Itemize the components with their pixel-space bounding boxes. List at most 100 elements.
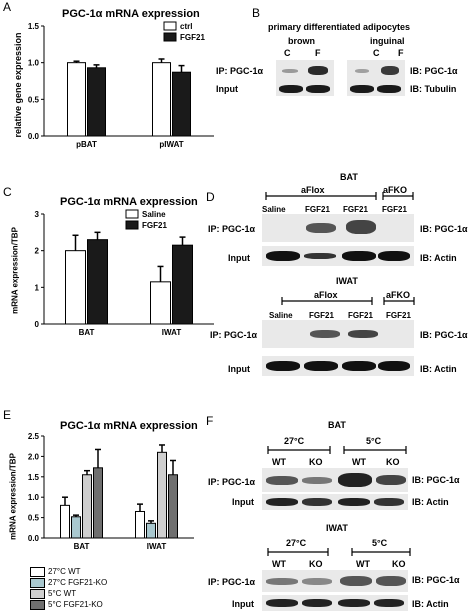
bar [168, 474, 178, 539]
panel-d-bat-aflox: aFlox [301, 185, 325, 195]
panel-f-iwat-5: 5°C [372, 538, 388, 548]
x-tick-label: IWAT [162, 328, 182, 337]
bar [172, 71, 191, 137]
bar [146, 522, 156, 539]
panel-b-input-label: Input [216, 84, 238, 94]
panel-d-iwat-lane-4: FGF21 [386, 311, 411, 320]
panel-b-blot-inguinal-ip [347, 60, 405, 82]
panel-d-iwat-afko: aFKO [386, 290, 411, 300]
bar [150, 281, 171, 325]
y-tick-label: 1.5 [28, 473, 40, 482]
panel-d-bat-input: Input [228, 253, 250, 263]
panel-b-blot-brown-input [276, 82, 334, 96]
panel-b-blot-inguinal-input [347, 82, 405, 96]
y-tick-label: 1.0 [28, 59, 40, 68]
panel-d-iwat-lane-1: Saline [269, 311, 293, 320]
legend-label: Saline [142, 210, 166, 219]
panel-d-bat-afko: aFKO [383, 185, 408, 195]
panel-f-iwat-title: IWAT [326, 523, 348, 533]
panel-d-bat-lane-1: Saline [262, 205, 286, 214]
panel-b-blot-brown-ip [276, 60, 334, 82]
panel-d-iwat-input: Input [228, 364, 250, 374]
bar [71, 516, 81, 539]
panel-d-iwat-title: IWAT [336, 276, 358, 286]
legend-swatch [125, 209, 139, 219]
panel-f-iwat-ko2: KO [392, 559, 406, 569]
panel-f-iwat-27: 27°C [286, 538, 307, 548]
panel-b-letter: B [252, 6, 261, 20]
y-tick-label: 3 [35, 210, 40, 219]
y-tick-label: 0.0 [28, 534, 40, 543]
panel-d-bat-blot-input [262, 246, 414, 266]
x-tick-label: pBAT [76, 140, 97, 149]
panel-c-chart: 0 1 2 3 BAT IWAT Saline FGF21 [35, 209, 214, 337]
panel-b-ip-label: IP: PGC-1α [216, 66, 264, 76]
panel-d-bat-brackets [265, 192, 414, 200]
panel-f-letter: F [206, 414, 214, 428]
panel-d-bat-ip: IP: PGC-1α [208, 224, 256, 234]
panel-b-lane-c1: C [284, 48, 291, 58]
panel-b-ib-pgc: IB: PGC-1α [410, 66, 458, 76]
panel-b-brown: brown [288, 36, 315, 46]
panel-e-legend-item: 5°C FGF21-KO [30, 599, 107, 610]
y-tick-label: 0.5 [28, 95, 40, 104]
panel-f-bat-input: Input [232, 497, 254, 507]
y-tick-label: 0.5 [28, 514, 40, 523]
y-tick-label: 1.5 [28, 22, 40, 31]
panel-f-iwat-brackets [267, 548, 411, 556]
panel-f-bat-ib-actin: IB: Actin [412, 497, 449, 507]
legend-label: FGF21 [180, 33, 205, 42]
panel-f-iwat-ib-actin: IB: Actin [412, 599, 449, 609]
panel-f-bat-27: 27°C [284, 436, 305, 446]
panel-d-iwat-lane-3: FGF21 [348, 311, 373, 320]
bar [87, 67, 106, 137]
legend-label: FGF21 [142, 221, 167, 230]
panel-f-bat-5: 5°C [366, 436, 382, 446]
panel-f-bat-ib-pgc: IB: PGC-1α [412, 475, 460, 485]
panel-b-inguinal: inguinal [370, 36, 405, 46]
panel-b-lane-c2: C [373, 48, 380, 58]
panel-e-legend: 27°C WT 27°C FGF21-KO 5°C WT 5°C FGF21-K… [30, 566, 107, 610]
panel-d-bat-lane-2: FGF21 [305, 205, 330, 214]
y-tick-label: 0.0 [28, 132, 40, 141]
panel-f-bat-blot-ip [262, 468, 408, 492]
panel-e-chart: 0.0 0.5 1.0 1.5 2.0 2.5 BAT IWAT [28, 432, 194, 551]
x-tick-label: BAT [74, 542, 90, 551]
panel-f-bat-ko2: KO [386, 457, 400, 467]
panel-d-bat-title: BAT [340, 172, 358, 182]
panel-e-legend-label: 5°C WT [48, 589, 77, 598]
x-tick-label: IWAT [147, 542, 167, 551]
legend-swatch [163, 21, 177, 31]
panel-f-bat-blot-input [262, 494, 408, 510]
panel-f-iwat-ip: IP: PGC-1α [208, 577, 256, 587]
panel-f-iwat-wt2: WT [356, 559, 370, 569]
bar [135, 510, 145, 539]
panel-d-bat-lane-3: FGF21 [343, 205, 368, 214]
panel-e-title: PGC-1α mRNA expression [60, 420, 198, 432]
panel-d-iwat-lane-2: FGF21 [309, 311, 334, 320]
panel-e-legend-item: 27°C WT [30, 566, 107, 577]
panel-f-iwat-ib-pgc: IB: PGC-1α [412, 575, 460, 585]
panel-d-letter: D [206, 190, 215, 204]
panel-d-bat-lane-4: FGF21 [382, 205, 407, 214]
panel-b-ib-tubulin: IB: Tubulin [410, 84, 457, 94]
y-tick-label: 2.0 [28, 452, 40, 461]
legend-swatch [163, 32, 177, 42]
panel-d-bat-blot-ip [262, 214, 414, 242]
legend-swatch [125, 220, 139, 230]
panel-e-legend-item: 5°C WT [30, 588, 107, 599]
panel-a-letter: A [3, 0, 12, 14]
x-tick-label: pIWAT [159, 140, 183, 149]
panel-f-iwat-wt1: WT [272, 559, 286, 569]
panel-f-bat-ip: IP: PGC-1α [208, 477, 256, 487]
bar [157, 451, 167, 539]
legend-label: ctrl [180, 22, 192, 31]
panel-b-header: primary differentiated adipocytes [268, 22, 411, 32]
panel-a-chart: 0.0 0.5 1.0 1.5 pBAT pIWAT ctrl FGF21 [28, 21, 214, 149]
y-tick-label: 1 [35, 283, 40, 292]
panel-e-legend-item: 27°C FGF21-KO [30, 577, 107, 588]
panel-f-bat-wt1: WT [272, 457, 286, 467]
panel-d-iwat-aflox: aFlox [314, 290, 338, 300]
bar [87, 239, 108, 325]
bar [60, 504, 70, 539]
